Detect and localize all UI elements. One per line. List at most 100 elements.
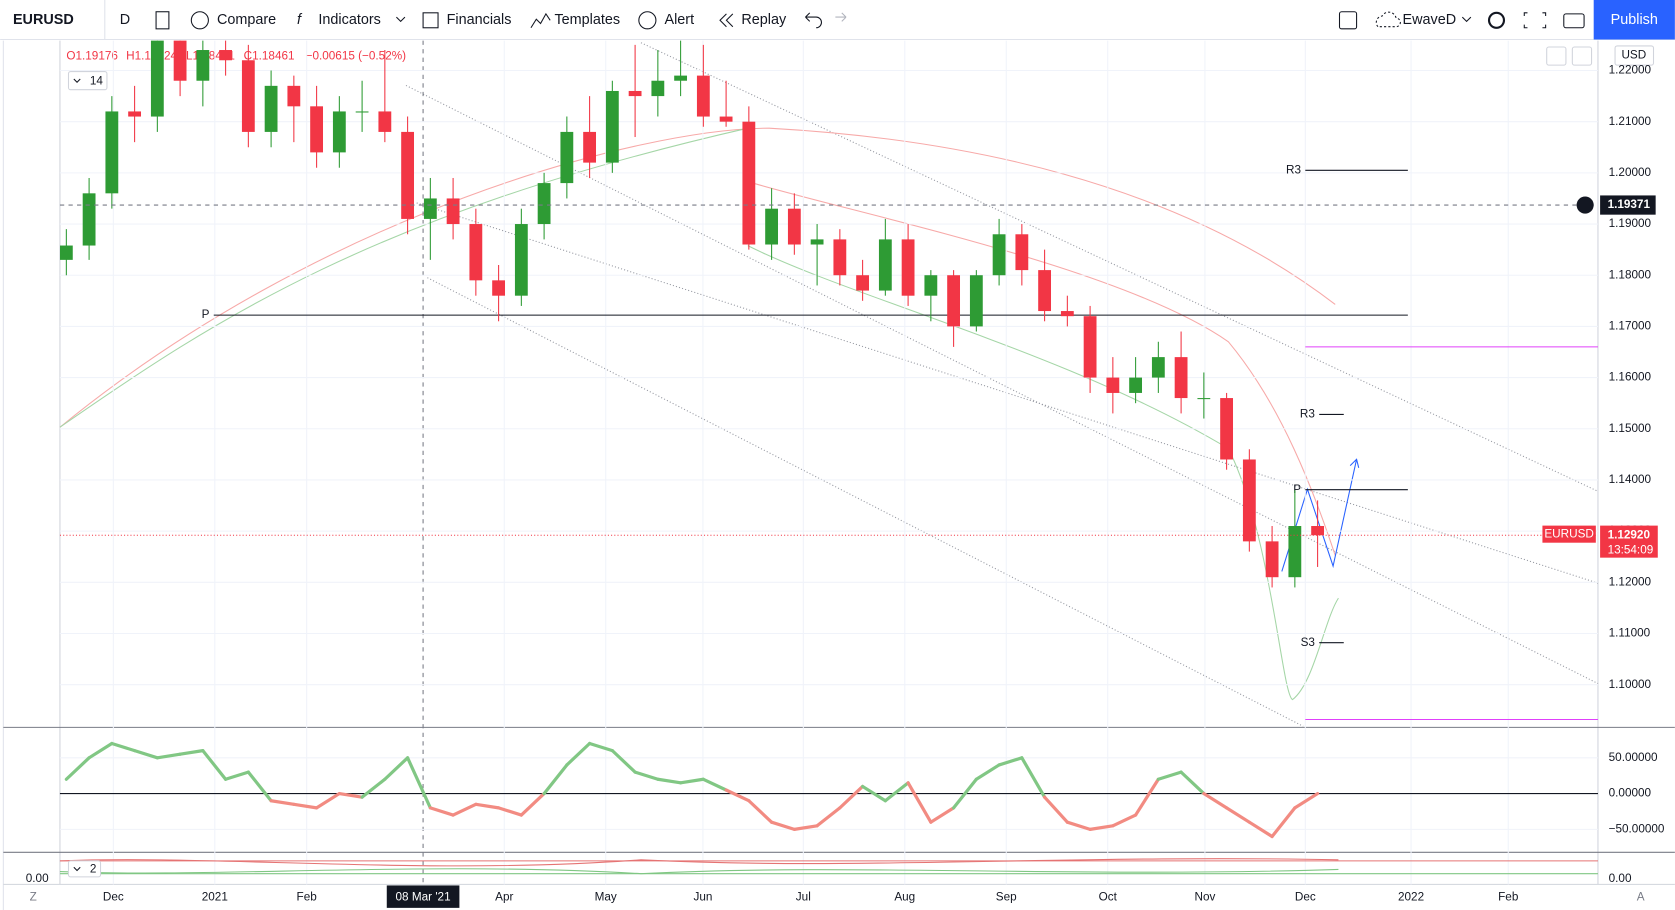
legend-close: C1.18461 [244,50,295,63]
zoom-button[interactable]: Z [30,890,37,903]
last-price-label: 1.12920 [1608,528,1651,541]
fullscreen-icon[interactable] [1523,12,1547,29]
candle-body [332,111,346,153]
lower-pane: 2 0.00 0.00 [26,858,1632,885]
candle-body [537,183,551,225]
marks: 1.22000 1.21000 1.20000 1.19000 1.18000 1.170… [59,40,1665,903]
oscillator-segment [269,799,296,806]
oscillator-segment [360,777,387,799]
currency-box[interactable] [1614,45,1655,66]
scroll-button[interactable] [1546,46,1567,66]
time-tick-label: Dec [103,890,124,903]
replay-button[interactable]: Replay [741,12,787,28]
alert-button[interactable]: Alert [664,12,694,28]
oscillator-segment [997,756,1024,767]
candle-body [401,131,415,219]
candle-body [1060,311,1074,317]
replay-icon[interactable] [719,13,734,28]
oscillator-segment [1224,806,1251,824]
oscillator-segment [678,777,705,785]
collapse-icon[interactable] [73,78,81,83]
pivot-label: S3 [1301,636,1316,649]
channel-line [427,277,1304,727]
oscillator-segment [314,791,341,810]
osc-tick-label: 50.00000 [1609,751,1658,764]
candle-body [241,60,255,132]
candle-body [787,208,801,245]
indicators-button[interactable]: Indicators [318,12,380,28]
oscillator-segment [474,802,501,810]
oscillator-segment [633,770,660,781]
legend-open: O1.19176 [66,50,118,63]
candle-body [219,50,233,61]
add-button [1576,196,1594,214]
auto-button[interactable]: A [1637,890,1645,903]
candle-body [82,193,96,246]
oscillator-segment [1065,820,1092,831]
time-tick-label: Jun [693,890,712,903]
price-tick-label: 1.15000 [1609,422,1652,435]
crosshair-label-bg [1600,195,1656,215]
compare-icon[interactable] [190,11,209,30]
candle-body [583,131,597,163]
price-tick-label: 1.21000 [1609,115,1652,128]
dropdown-arrow[interactable] [1461,16,1472,23]
time-tick-label: Jul [796,890,811,903]
candle-body [128,111,142,117]
templates-button[interactable]: Templates [554,12,620,28]
settings-icon[interactable] [1487,11,1506,29]
candle-body [1174,357,1188,399]
financials-icon[interactable] [422,12,439,29]
candle-icon[interactable] [155,11,170,30]
templates-icon[interactable] [530,12,551,29]
candle-body [947,275,961,327]
oscillator-segment [860,784,887,803]
price-tick-label: 1.19000 [1609,217,1652,230]
publish-button[interactable]: Publish [1611,12,1658,28]
publish-button-bg[interactable] [1593,0,1675,40]
price-tick-label: 1.11000 [1609,627,1651,640]
interval[interactable]: D [120,12,130,28]
currency[interactable]: USD [1621,49,1646,62]
fx-icon[interactable]: f [297,12,303,28]
candle-body [1265,541,1279,578]
oscillator-segment [1270,806,1297,839]
candle-body [1288,526,1302,578]
oscillator-segment [246,770,273,803]
oscillator-segment [178,749,205,756]
candle-body [1015,234,1029,271]
moving-average [59,127,748,428]
undo[interactable] [805,12,822,29]
compare-button[interactable]: Compare [217,12,276,28]
dropdown-arrow[interactable] [396,16,406,23]
time-tick-label: Dec [1295,890,1316,903]
time-tick-label: Nov [1194,890,1215,903]
candle-body [696,75,710,117]
oscillator-segment [1247,820,1274,839]
collapse-icon[interactable] [73,866,81,872]
length-box[interactable] [67,71,108,91]
candle-body [651,80,665,97]
length-box[interactable] [67,860,102,878]
price-tick-label: 1.14000 [1609,473,1652,486]
layout-icon[interactable] [1338,11,1358,30]
oscillator-segment [337,791,364,799]
reset-button[interactable] [1571,46,1593,66]
redo[interactable] [835,12,847,22]
candle-body [105,111,119,194]
symbol[interactable]: EURUSD [13,12,74,28]
candle-body [492,280,506,296]
financials-button[interactable]: Financials [447,12,512,28]
oscillator-segment [1202,791,1229,810]
snapshot-icon[interactable] [1563,13,1585,29]
lower-right-value: 0.00 [1609,872,1632,885]
candle-body [901,239,915,296]
candle-body [924,275,938,296]
candle-body [355,111,369,113]
oscillator-segment [1133,777,1160,817]
alert-icon[interactable] [638,11,657,30]
cloud-icon[interactable] [1375,11,1401,28]
candle-body [674,75,688,81]
layout-name[interactable]: EwaveD [1403,12,1457,28]
candle-body [992,234,1006,276]
